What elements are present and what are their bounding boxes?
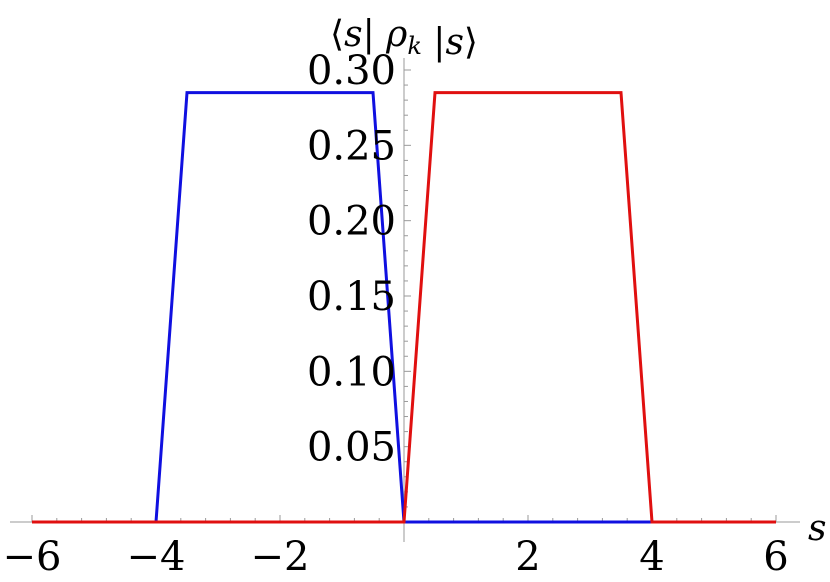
- y-tick-label: 0.25: [307, 123, 396, 169]
- y-tick-label: 0.10: [307, 349, 396, 395]
- y-tick-label: 0.20: [307, 199, 396, 245]
- x-tick-label: 6: [763, 534, 788, 580]
- tick-labels: −6 −4 −2 2 4 6 0.05 0.10 0.15 0.20 0.25 0.30: [3, 48, 789, 580]
- x-tick-label: −2: [251, 534, 310, 580]
- y-axis-label: ⟨s| ρk |s⟩: [330, 14, 478, 63]
- series-layer: [32, 91, 776, 524]
- y-tick-label: 0.30: [307, 48, 396, 94]
- y-tick-label: 0.15: [307, 274, 396, 320]
- y-tick-label: 0.05: [307, 425, 396, 471]
- x-tick-label: −6: [3, 534, 62, 580]
- series-line-red: [32, 91, 776, 524]
- x-tick-label: −4: [127, 534, 186, 580]
- x-axis-label: s: [808, 508, 826, 549]
- x-tick-label: 2: [515, 534, 540, 580]
- x-tick-label: 4: [639, 534, 664, 580]
